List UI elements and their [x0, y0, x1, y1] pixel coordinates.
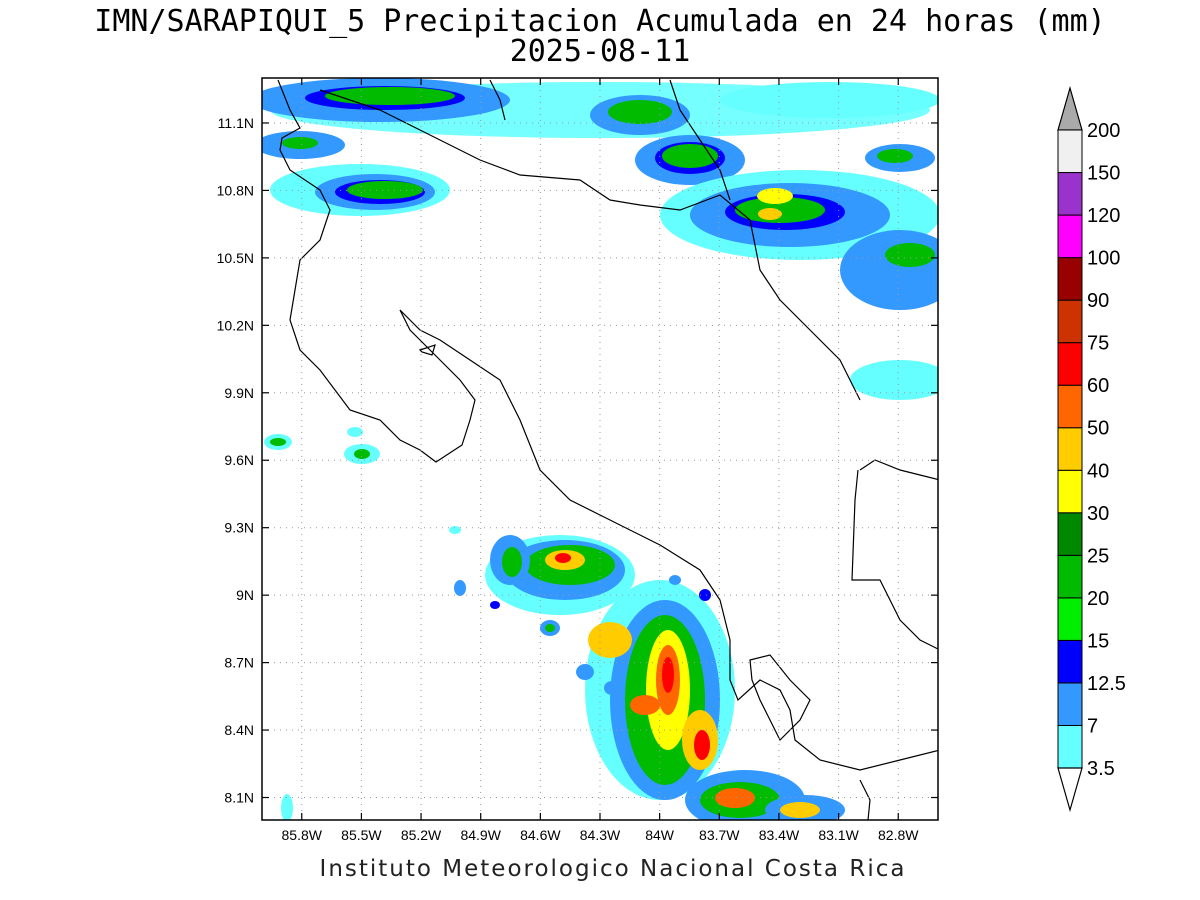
colorbar-label: 20: [1087, 588, 1109, 610]
lon-tick-label: 83.1W: [818, 827, 859, 843]
lat-tick-label: 8.4N: [224, 722, 254, 738]
colorbar-segment: [1057, 639, 1083, 684]
colorbar-label: 120: [1087, 205, 1120, 227]
colorbar-segment: [1057, 512, 1083, 556]
lat-tick-label: 10.8N: [217, 182, 254, 198]
colorbar-label: 60: [1087, 375, 1109, 397]
latitude-axis: 11.1N 10.8N 10.5N 10.2N 9.9N 9.6N 9.3N 9N 8.7N 8.…: [217, 115, 938, 806]
colorbar-segment: [1057, 129, 1083, 174]
map-date: 2025-08-11: [509, 34, 691, 69]
lon-tick-label: 82.8W: [878, 827, 919, 843]
colorbar-bottom-arrow: [1057, 767, 1083, 813]
lat-tick-label: 8.7N: [224, 655, 254, 671]
colorbar-label: 50: [1087, 418, 1109, 440]
lat-tick-label: 9N: [236, 587, 254, 603]
lon-tick-label: 84W: [645, 827, 675, 843]
colorbar-segment: [1057, 597, 1083, 641]
lon-tick-label: 85.2W: [401, 827, 442, 843]
lon-tick-label: 85.5W: [341, 827, 382, 843]
colorbar-label: 75: [1087, 333, 1109, 355]
lat-tick-label: 9.6N: [224, 452, 254, 468]
colorbar-label: 3.5: [1087, 758, 1115, 780]
lat-tick-label: 10.2N: [217, 317, 254, 333]
colorbar-label: 15: [1087, 630, 1109, 652]
lat-tick-label: 10.5N: [217, 250, 254, 266]
coastlines: [277, 79, 938, 820]
lon-tick-label: 84.6W: [520, 827, 561, 843]
lat-tick-label: 11.1N: [218, 115, 254, 131]
colorbar-label: 12.5: [1087, 673, 1126, 695]
colorbar-label: 40: [1087, 460, 1109, 482]
colorbar-label: 100: [1087, 248, 1120, 270]
colorbar-segment: [1057, 682, 1083, 726]
lon-tick-label: 84.9W: [460, 827, 501, 843]
colorbar-segment: [1057, 427, 1083, 471]
longitude-axis: 85.8W 85.5W 85.2W 84.9W 84.6W 84.3W 84W 83.7W 83…: [282, 78, 919, 843]
colorbar-segment: [1057, 469, 1083, 514]
colorbar-segment: [1057, 384, 1083, 429]
colorbar-label: 90: [1087, 290, 1109, 312]
precip-cells-pacific: [264, 427, 461, 820]
colorbar-label: 150: [1087, 163, 1120, 185]
lon-tick-label: 83.7W: [699, 827, 740, 843]
lon-tick-label: 84.3W: [580, 827, 621, 843]
lon-tick-label: 85.8W: [282, 827, 323, 843]
colorbar-segment: [1057, 257, 1083, 301]
precip-band-south: [454, 535, 845, 820]
colorbar-label: 200: [1087, 120, 1120, 142]
colorbar-label: 7: [1087, 715, 1098, 737]
lon-tick-label: 83.4W: [759, 827, 800, 843]
lat-tick-label: 9.9N: [224, 385, 254, 401]
colorbar-segment: [1057, 554, 1083, 599]
colorbar-segment: [1057, 172, 1083, 216]
colorbar-top-arrow: [1057, 85, 1083, 131]
map-title: IMN/SARAPIQUI_5 Precipitacion Acumulada …: [94, 4, 1106, 39]
colorbar-segment: [1057, 299, 1083, 344]
colorbar-segment: [1057, 342, 1083, 386]
colorbar-segment: [1057, 214, 1083, 259]
colorbar: 3.5 7 12.5 15 20 25 30 40 50 60 75 90 100 120 150 200: [1057, 85, 1126, 813]
lat-tick-label: 9.3N: [224, 520, 254, 536]
colorbar-label: 25: [1087, 545, 1109, 567]
lat-tick-label: 8.1N: [224, 790, 254, 806]
colorbar-segment: [1057, 724, 1083, 769]
colorbar-label: 30: [1087, 503, 1109, 525]
map-grid: [262, 78, 938, 820]
footer-credit: Instituto Meteorologico Nacional Costa R…: [319, 856, 907, 882]
precip-band-north: [262, 78, 938, 400]
